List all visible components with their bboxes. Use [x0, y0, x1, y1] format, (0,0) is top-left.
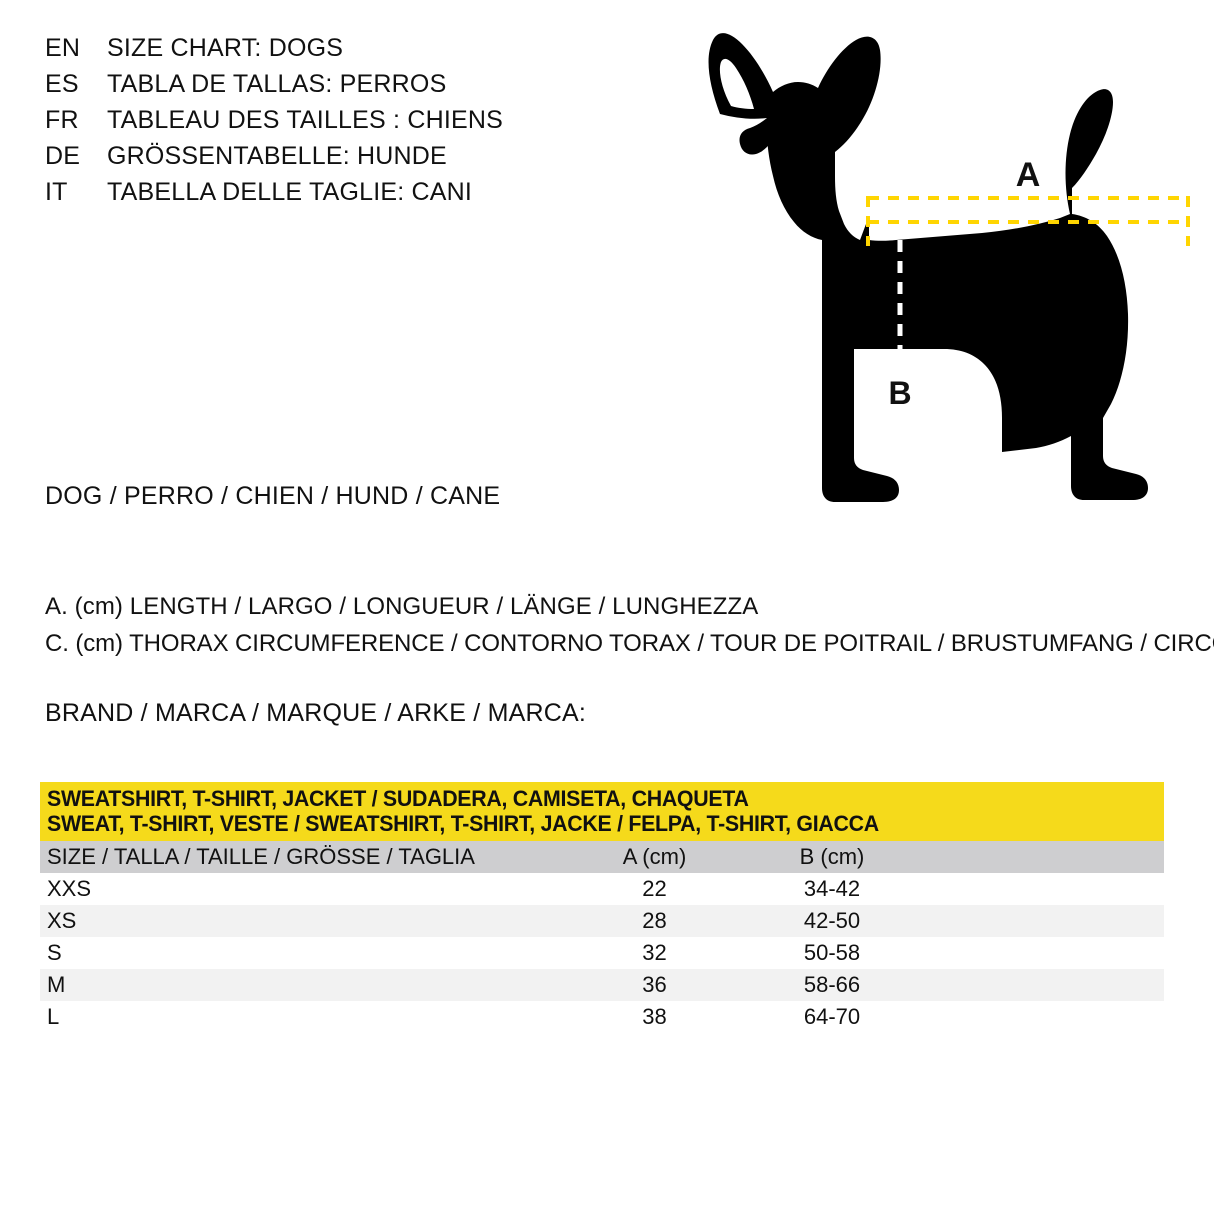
table-row: M 36 58-66 [40, 969, 1164, 1001]
language-code-en: EN [45, 34, 81, 62]
language-title-de: GRÖSSENTABELLE: HUNDE [107, 142, 447, 170]
cell-a: 36 [642, 972, 667, 997]
language-row-de: DE GRÖSSENTABELLE: HUNDE [45, 142, 665, 178]
cell-size: L [47, 1004, 60, 1029]
cell-b: 58-66 [803, 972, 861, 997]
brand-label: BRAND / MARCA / MARQUE / ARKE / MARCA: [45, 699, 587, 727]
cell-a: 28 [642, 908, 667, 933]
cell-a: 22 [642, 876, 667, 901]
dog-caption: DOG / PERRO / CHIEN / HUND / CANE [45, 482, 501, 510]
cell-b: 50-58 [803, 940, 861, 965]
column-header-size: SIZE / TALLA / TAILLE / GRÖSSE / TAGLIA [47, 844, 475, 869]
language-row-en: EN SIZE CHART: DOGS [45, 34, 665, 70]
language-row-fr: FR TABLEAU DES TAILLES : CHIENS [45, 106, 665, 142]
column-header-a: A (cm) [622, 844, 687, 869]
language-code-es: ES [45, 70, 79, 98]
table-row: L 38 64-70 [40, 1001, 1164, 1033]
cell-a: 32 [642, 940, 667, 965]
measurement-definition-c: C. (cm) THORAX CIRCUMFERENCE / CONTORNO … [45, 630, 1214, 657]
language-code-fr: FR [45, 106, 79, 134]
cell-size: XXS [47, 876, 92, 901]
language-title-it: TABELLA DELLE TAGLIE: CANI [107, 178, 473, 206]
language-title-es: TABLA DE TALLAS: PERROS [107, 70, 447, 98]
cell-b: 64-70 [803, 1004, 861, 1029]
dog-illustration: A B [672, 18, 1192, 528]
size-table: SWEATSHIRT, T-SHIRT, JACKET / SUDADERA, … [40, 782, 1164, 1033]
measurement-label-a: A [1016, 156, 1041, 194]
table-header-row: SIZE / TALLA / TAILLE / GRÖSSE / TAGLIA … [40, 841, 1164, 873]
cell-a: 38 [642, 1004, 667, 1029]
language-row-es: ES TABLA DE TALLAS: PERROS [45, 70, 665, 106]
language-header-block: EN SIZE CHART: DOGS ES TABLA DE TALLAS: … [45, 34, 665, 214]
language-code-it: IT [45, 178, 68, 206]
dog-silhouette-icon [708, 33, 1148, 502]
cell-b: 42-50 [803, 908, 861, 933]
table-row: S 32 50-58 [40, 937, 1164, 969]
size-table-title: SWEATSHIRT, T-SHIRT, JACKET / SUDADERA, … [47, 786, 749, 811]
measurement-definition-a: A. (cm) LENGTH / LARGO / LONGUEUR / LÄNG… [45, 593, 759, 620]
size-table-title-band: SWEATSHIRT, T-SHIRT, JACKET / SUDADERA, … [40, 782, 1164, 841]
size-table-subtitle: SWEAT, T-SHIRT, VESTE / SWEATSHIRT, T-SH… [47, 811, 879, 836]
language-title-fr: TABLEAU DES TAILLES : CHIENS [107, 106, 504, 134]
cell-size: M [47, 972, 66, 997]
cell-b: 34-42 [803, 876, 861, 901]
measurement-label-b: B [888, 375, 911, 411]
column-header-b: B (cm) [799, 844, 865, 869]
language-code-de: DE [45, 142, 81, 170]
measurement-marker-a [866, 196, 1190, 246]
language-row-it: IT TABELLA DELLE TAGLIE: CANI [45, 178, 665, 214]
table-row: XS 28 42-50 [40, 905, 1164, 937]
language-title-en: SIZE CHART: DOGS [107, 34, 344, 62]
cell-size: S [47, 940, 62, 965]
cell-size: XS [47, 908, 77, 933]
table-row: XXS 22 34-42 [40, 873, 1164, 905]
